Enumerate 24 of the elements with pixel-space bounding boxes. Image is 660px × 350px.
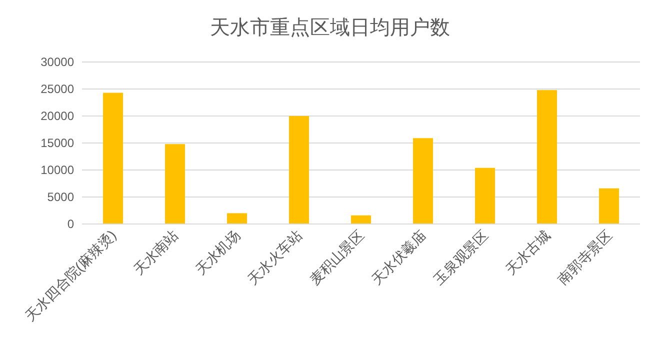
y-tick-label: 20000 <box>40 109 74 123</box>
chart-title: 天水市重点区域日均用户数 <box>210 17 450 39</box>
bar <box>289 116 309 224</box>
bar <box>227 213 247 224</box>
x-tick-label: 天水南站 <box>130 226 182 278</box>
x-tick-label: 玉泉观景区 <box>430 226 492 288</box>
y-tick-label: 30000 <box>40 55 74 69</box>
bar <box>165 144 185 224</box>
x-tick-label: 南郭寺景区 <box>554 226 616 288</box>
y-tick-label: 5000 <box>47 190 74 204</box>
x-tick-label: 天水伏羲庙 <box>368 226 430 288</box>
y-tick-label: 15000 <box>40 136 74 150</box>
bar <box>599 188 619 224</box>
y-tick-label: 10000 <box>40 163 74 177</box>
x-tick-label: 天水古城 <box>502 226 554 278</box>
x-tick-label: 天水机场 <box>192 226 244 278</box>
bar <box>413 138 433 224</box>
bar <box>537 90 557 224</box>
y-tick-label: 25000 <box>40 82 74 96</box>
x-tick-label: 麦积山景区 <box>306 226 368 288</box>
bar <box>103 92 123 224</box>
bar <box>351 215 371 224</box>
bar <box>475 168 495 224</box>
x-tick-label: 天水火车站 <box>244 226 306 288</box>
